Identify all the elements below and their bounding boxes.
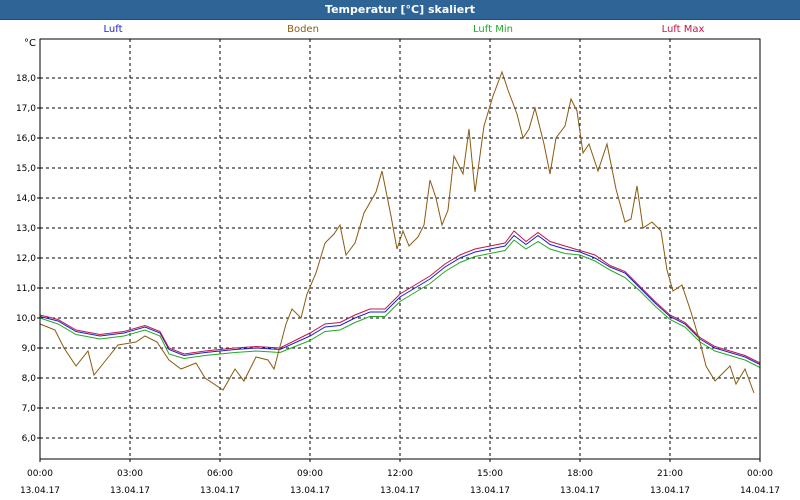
series-line-luft-min [39,239,761,368]
series-line-luft [39,234,761,365]
x-tick-date-label: 13.04.17 [380,486,420,496]
x-tick-time-label: 00:00 [27,469,53,479]
grid-lines [40,39,760,459]
y-tick-label: 17,0 [16,104,36,114]
window-title: Temperatur [°C] skaliert [0,0,800,20]
x-tick-time-label: 12:00 [387,469,413,479]
y-tick-label: 8,0 [22,374,37,384]
x-tick-time-label: 18:00 [567,469,593,479]
y-tick-label: 9,0 [22,344,37,354]
y-tick-label: 11,0 [16,284,36,294]
x-tick-time-label: 15:00 [477,469,503,479]
y-tick-label: 18,0 [16,74,36,84]
x-tick-time-label: 00:00 [747,469,773,479]
y-tick-label: 6,0 [22,434,37,444]
x-tick-time-label: 09:00 [297,469,323,479]
y-axis-unit-label: °C [24,38,36,49]
x-tick-date-label: 13.04.17 [470,486,510,496]
legend-boden: Boden [287,24,319,35]
y-tick-label: 16,0 [16,134,36,144]
x-tick-date-label: 13.04.17 [650,486,690,496]
x-tick-date-label: 13.04.17 [290,486,330,496]
series-line-luft-max [39,230,761,364]
tick-labels: 6,0 7,0 8,0 9,0 10,0 11,0 12,0 13,0 14,0 15,0 16,0… [16,74,780,496]
y-tick-label: 10,0 [16,314,36,324]
x-tick-date-label: 13.04.17 [200,486,240,496]
x-tick-date-label: 13.04.17 [560,486,600,496]
x-tick-date-label: 13.04.17 [20,486,60,496]
plot-frame [39,38,761,460]
x-tick-time-label: 06:00 [207,469,233,479]
y-tick-label: 15,0 [16,164,36,174]
legend-luft-min: Luft Min [473,24,513,35]
series-lines [39,70,761,394]
y-tick-label: 14,0 [16,194,36,204]
series-line-boden [39,70,755,394]
y-tick-label: 12,0 [16,254,36,264]
x-tick-time-label: 03:00 [117,469,143,479]
x-tick-date-label: 13.04.17 [110,486,150,496]
legend-luft: Luft [103,24,123,35]
y-tick-label: 13,0 [16,224,36,234]
y-tick-label: 7,0 [22,404,37,414]
legend-luft-max: Luft Max [661,24,705,35]
x-tick-date-label: 14.04.17 [740,486,780,496]
x-tick-time-label: 21:00 [657,469,683,479]
